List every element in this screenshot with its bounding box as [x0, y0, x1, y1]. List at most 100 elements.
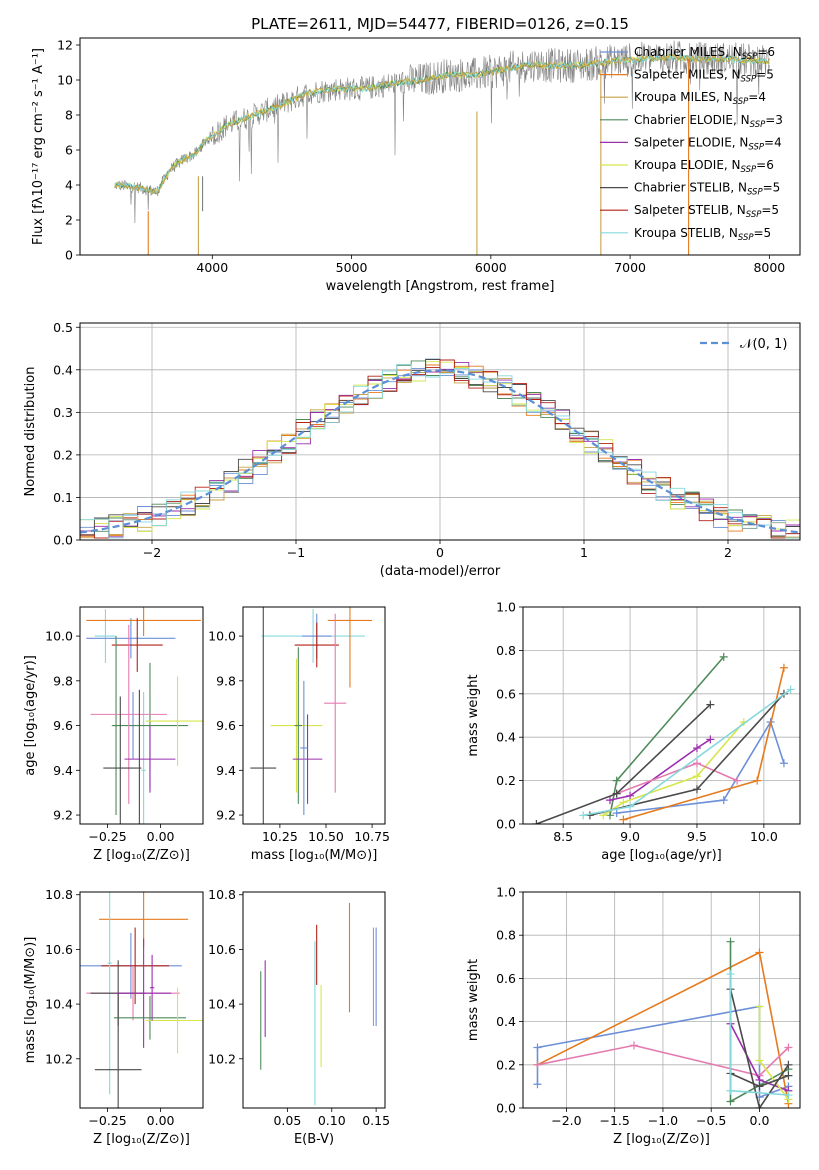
x-tick-label: −2.0 [551, 1113, 581, 1128]
weight-point-marker [692, 744, 701, 753]
x-tick-label: 2 [724, 545, 732, 560]
x-tick-label: 0 [436, 545, 444, 560]
legend-value: =6 [756, 158, 774, 172]
legend-value: =5 [754, 226, 772, 240]
y-axis-label: age [log₁₀(age/yr)] [23, 655, 38, 776]
y-tick-label: 0.6 [496, 971, 516, 986]
weight-point-marker [579, 811, 588, 820]
x-tick-label: 1 [580, 545, 588, 560]
x-axis-label: age [log₁₀(age/yr)] [601, 848, 722, 863]
y-tick-label: 10.4 [45, 997, 73, 1012]
legend-subscript: SSP [750, 120, 766, 130]
weight-point-marker [719, 652, 728, 661]
y-tick-label: 0.0 [496, 817, 516, 832]
y-axis-label: Normed distribution [23, 367, 38, 497]
x-axis-label: mass [log₁₀(M/M⊙)] [251, 848, 378, 863]
weight-point-marker [612, 809, 621, 818]
legend-label: Chabrier STELIB, N [634, 181, 747, 195]
axes-frame [522, 606, 801, 825]
weight-point-marker [784, 1043, 793, 1052]
figure-title: PLATE=2611, MJD=54477, FIBERID=0126, z=0… [251, 15, 629, 33]
weight-point-marker [726, 970, 735, 979]
legend-subscript: SSP [741, 75, 757, 85]
spectrum-panel: 4000 5000 6000 7000 8000 0 2 4 6 8 10 12 wavelength … [31, 37, 801, 294]
x-axis-label: E(B-V) [294, 1132, 334, 1147]
y-tick-label: 10 [57, 73, 73, 88]
x-tick-label: 7000 [614, 260, 646, 275]
y-tick-label: 10.6 [45, 942, 73, 957]
weight-point-marker [532, 820, 541, 824]
y-axis-label: mass weight [466, 674, 481, 756]
legend-subscript: SSP [748, 142, 764, 152]
residual-histogram [80, 363, 800, 540]
legend-entry: Chabrier ELODIE, NSSP=3 [634, 113, 783, 130]
legend-value: =3 [765, 113, 783, 127]
weight-point-marker [612, 776, 621, 785]
x-tick-label: −2 [143, 545, 161, 560]
legend-label: Salpeter STELIB, N [634, 203, 746, 217]
axes-frame [522, 891, 801, 1109]
weight-point-marker [726, 937, 735, 946]
y-tick-label: 0.2 [53, 447, 73, 462]
mass-vs-extinction-panel: 0.05 0.10 0.15 10.2 10.4 10.6 10.8 E(B-V) [208, 887, 390, 1147]
x-tick-label: −1.0 [648, 1113, 678, 1128]
x-axis-label: Z [log₁₀(Z/Z⊙)] [93, 1132, 190, 1147]
weight-series-line [609, 738, 711, 801]
x-tick-label: 9.5 [687, 829, 707, 844]
legend-subscript: SSP [741, 165, 757, 175]
legend-value: =4 [748, 90, 766, 104]
weight-point-marker [755, 1002, 764, 1011]
legend-label: Salpeter ELODIE, N [634, 135, 748, 149]
x-axis-label: Z [log₁₀(Z/Z⊙)] [613, 1132, 710, 1147]
weight-point-marker [629, 1041, 638, 1050]
y-tick-label: 1.0 [496, 600, 516, 615]
y-tick-label: 0.8 [496, 928, 516, 943]
weight-point-marker [784, 1091, 793, 1100]
weight-point-marker [619, 815, 628, 824]
axes-frame [79, 322, 801, 541]
y-tick-label: 9.6 [53, 718, 73, 733]
y-tick-label: 0.6 [496, 686, 516, 701]
legend-entry: Salpeter MILES, NSSP=5 [634, 68, 774, 85]
observed-spectrum-line [114, 40, 770, 224]
y-tick-label: 10.8 [208, 887, 236, 902]
model-spectrum-line [114, 53, 770, 195]
y-tick-label: 2 [65, 213, 73, 228]
x-tick-label: 0.10 [318, 1113, 346, 1128]
axes-frame [79, 606, 204, 825]
weight-point-marker [755, 1082, 764, 1091]
legend-entry: Salpeter ELODIE, NSSP=4 [634, 135, 782, 152]
x-tick-label: 10.0 [750, 829, 778, 844]
y-tick-label: 0.4 [496, 1014, 516, 1029]
x-tick-label: 4000 [196, 260, 228, 275]
x-axis-label: (data-model)/error [380, 564, 501, 579]
y-tick-label: 0.0 [496, 1101, 516, 1116]
y-tick-label: 9.8 [53, 673, 73, 688]
weight-point-marker [692, 785, 701, 794]
x-tick-label: 0.00 [147, 829, 175, 844]
mass-weight-vs-age-panel: 8.5 9.0 9.5 10.0 0.0 0.2 0.4 0.6 0.8 1.0 age [log₁… [466, 600, 801, 863]
x-tick-label: 8000 [753, 260, 785, 275]
x-axis-label: wavelength [Angstrom, rest frame] [326, 279, 555, 294]
legend-subscript: SSP [742, 52, 758, 62]
weight-point-marker [533, 1080, 542, 1089]
y-tick-label: 0.4 [496, 730, 516, 745]
weight-point-marker [533, 1060, 542, 1069]
weight-series-line [616, 762, 738, 795]
weight-point-marker [755, 948, 764, 957]
weight-point-marker [605, 796, 614, 805]
legend-entry: Kroupa STELIB, NSSP=5 [634, 226, 771, 243]
y-tick-label: 10.2 [208, 1051, 236, 1066]
weight-series-line [602, 721, 745, 816]
y-tick-label: 0.2 [496, 773, 516, 788]
legend-label: Kroupa ELODIE, N [634, 158, 741, 172]
legend-subscript: SSP [747, 188, 763, 198]
y-tick-label: 9.2 [53, 808, 73, 823]
x-tick-label: 10.75 [354, 829, 390, 844]
x-tick-label: 8.5 [553, 829, 573, 844]
legend-subscript: SSP [733, 97, 749, 107]
y-tick-label: 0.5 [53, 320, 73, 335]
legend-label: Kroupa MILES, N [634, 90, 733, 104]
weight-point-marker [733, 776, 742, 785]
